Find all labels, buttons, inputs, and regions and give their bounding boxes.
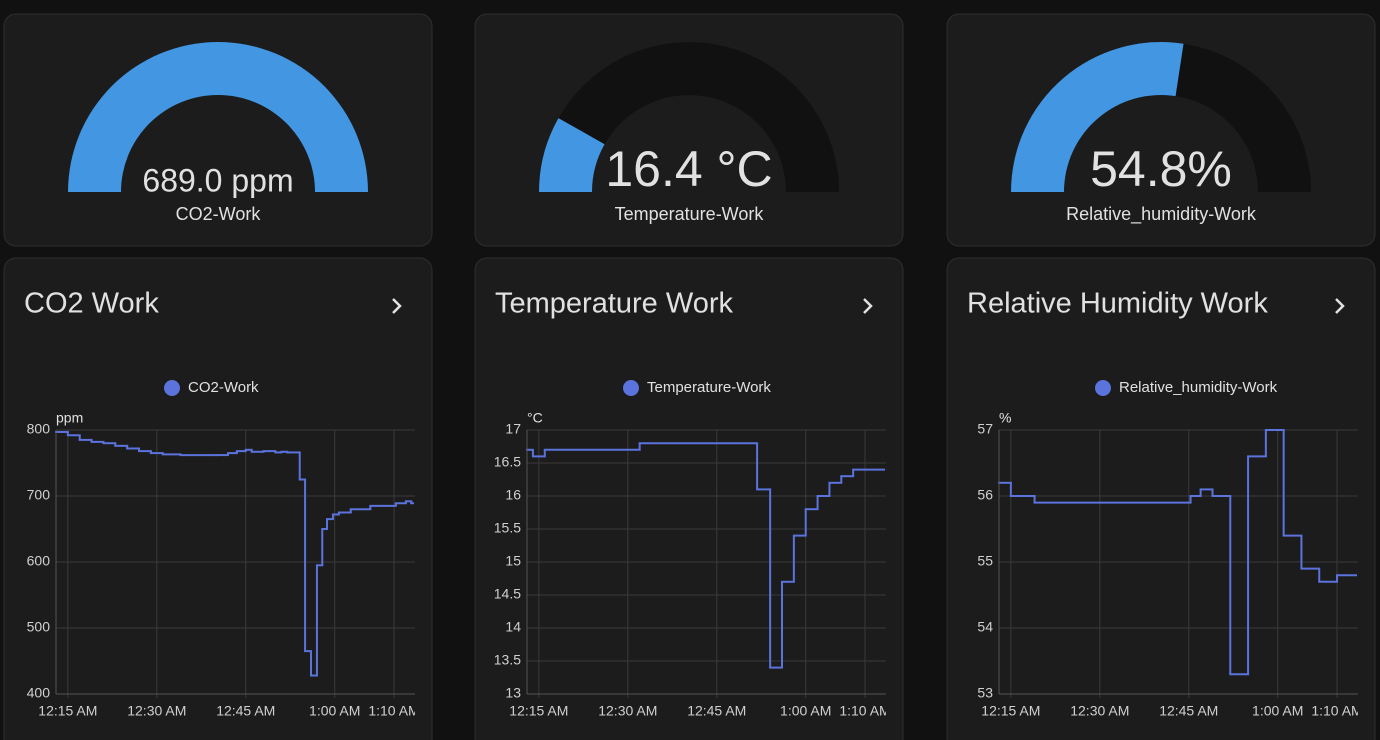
x-tick-label: 12:30 AM bbox=[1070, 703, 1129, 719]
gauge-value: 16.4 °C bbox=[605, 141, 772, 197]
x-tick-label: 12:45 AM bbox=[1159, 703, 1218, 719]
more-info-chevron[interactable] bbox=[863, 298, 873, 314]
gauge-value-arc bbox=[1011, 42, 1184, 192]
y-tick-label: 700 bbox=[27, 487, 51, 503]
more-info-chevron[interactable] bbox=[392, 298, 402, 314]
card bbox=[946, 257, 1376, 740]
legend-marker[interactable] bbox=[1095, 380, 1111, 396]
card bbox=[3, 257, 433, 740]
y-tick-label: 400 bbox=[27, 685, 51, 701]
x-tick-label: 12:30 AM bbox=[598, 703, 657, 719]
y-tick-label: 15 bbox=[505, 553, 521, 569]
x-tick-label: 1:10 AM bbox=[1311, 703, 1362, 719]
card bbox=[474, 257, 904, 740]
gauge-name: Relative_humidity-Work bbox=[1066, 204, 1257, 225]
y-axis-unit: ppm bbox=[56, 410, 83, 426]
x-tick-label: 12:15 AM bbox=[509, 703, 568, 719]
y-tick-label: 17 bbox=[505, 421, 521, 437]
y-tick-label: 14 bbox=[505, 619, 521, 635]
x-tick-label: 1:10 AM bbox=[839, 703, 890, 719]
y-tick-label: 800 bbox=[27, 421, 51, 437]
y-tick-label: 15.5 bbox=[494, 520, 521, 536]
y-tick-label: 56 bbox=[977, 487, 993, 503]
y-tick-label: 16 bbox=[505, 487, 521, 503]
x-tick-label: 12:45 AM bbox=[216, 703, 275, 719]
x-tick-label: 1:00 AM bbox=[1252, 703, 1303, 719]
y-tick-label: 13.5 bbox=[494, 652, 521, 668]
legend-label[interactable]: Temperature-Work bbox=[647, 379, 771, 396]
y-tick-label: 53 bbox=[977, 685, 993, 701]
x-tick-label: 12:15 AM bbox=[981, 703, 1040, 719]
x-tick-label: 1:10 AM bbox=[368, 703, 419, 719]
y-tick-label: 55 bbox=[977, 553, 993, 569]
gauge-card: 54.8% Relative_humidity-Work bbox=[946, 13, 1376, 247]
chart-card: Temperature Work 12:15 AM 12:30 AM 12:45 AM… bbox=[474, 257, 904, 740]
x-tick-label: 12:30 AM bbox=[127, 703, 186, 719]
more-info-chevron[interactable] bbox=[1335, 298, 1345, 314]
plot-area: 12:15 AM 12:30 AM 12:45 AM 1:00 AM 1:10 AM bbox=[509, 429, 890, 719]
legend-marker[interactable] bbox=[623, 380, 639, 396]
x-tick-label: 1:00 AM bbox=[780, 703, 831, 719]
y-tick-label: 54 bbox=[977, 619, 993, 635]
gauge-value: 54.8% bbox=[1090, 141, 1232, 197]
y-tick-label: 500 bbox=[27, 619, 51, 635]
gauge-track bbox=[539, 42, 839, 192]
y-axis-unit: °C bbox=[527, 410, 543, 426]
x-tick-label: 1:00 AM bbox=[309, 703, 360, 719]
y-tick-label: 600 bbox=[27, 553, 51, 569]
x-tick-label: 12:45 AM bbox=[687, 703, 746, 719]
gauge-card: 16.4 °C Temperature-Work bbox=[474, 13, 904, 247]
gauge-value-arc bbox=[68, 42, 368, 192]
card-title: CO2 Work bbox=[24, 288, 159, 320]
legend-label[interactable]: Relative_humidity-Work bbox=[1119, 379, 1278, 396]
y-tick-label: 16.5 bbox=[494, 454, 521, 470]
gauge-name: CO2-Work bbox=[176, 204, 262, 224]
legend-label[interactable]: CO2-Work bbox=[188, 379, 259, 396]
x-tick-label: 12:15 AM bbox=[38, 703, 97, 719]
y-tick-label: 14.5 bbox=[494, 586, 521, 602]
gauge-name: Temperature-Work bbox=[615, 204, 765, 224]
y-axis-unit: % bbox=[999, 410, 1011, 426]
y-tick-label: 13 bbox=[505, 685, 521, 701]
card-title: Relative Humidity Work bbox=[967, 288, 1268, 320]
gauge-card: 689.0 ppm CO2-Work bbox=[3, 13, 433, 247]
gauge-value: 689.0 ppm bbox=[142, 162, 293, 198]
card-title: Temperature Work bbox=[495, 288, 733, 320]
gauge-value-arc bbox=[539, 118, 605, 192]
y-tick-label: 57 bbox=[977, 421, 993, 437]
legend-marker[interactable] bbox=[164, 380, 180, 396]
plot-area: 12:15 AM 12:30 AM 12:45 AM 1:00 AM 1:10 AM bbox=[981, 429, 1362, 719]
plot-area: 12:15 AM 12:30 AM 12:45 AM 1:00 AM 1:10 AM bbox=[38, 429, 419, 719]
